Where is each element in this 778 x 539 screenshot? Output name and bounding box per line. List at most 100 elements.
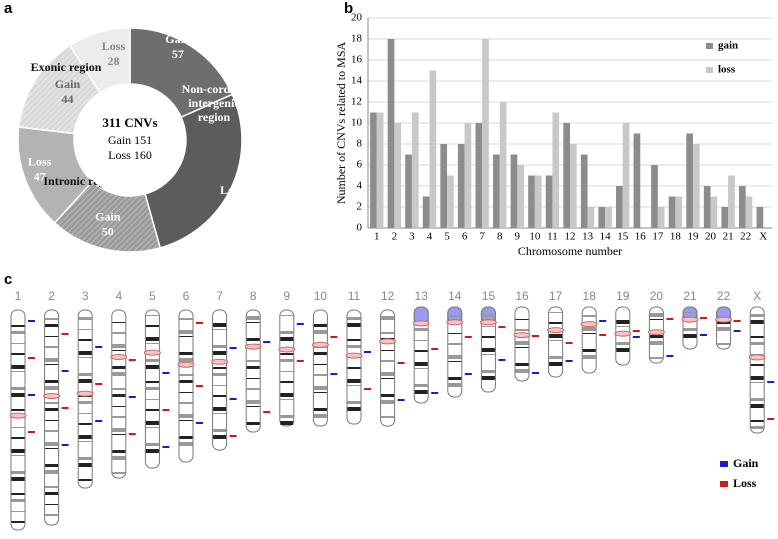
band (381, 372, 395, 376)
bar (534, 175, 542, 228)
cnv-tick (632, 330, 640, 332)
band (145, 359, 159, 362)
band (414, 328, 428, 331)
chromosome-label: 14 (448, 289, 462, 303)
band (448, 361, 462, 362)
x-tick-label: 11 (547, 231, 558, 243)
panel-label: b (344, 0, 353, 17)
chromosome (345, 309, 371, 425)
chromosome (379, 309, 405, 427)
band (549, 334, 563, 338)
band (347, 385, 361, 386)
band (750, 364, 764, 366)
cnv-tick (196, 422, 203, 424)
band (246, 378, 260, 379)
centromere (76, 390, 94, 397)
band (213, 329, 227, 330)
band (78, 401, 92, 404)
centromere (479, 319, 497, 326)
chromosome (9, 309, 35, 531)
band (78, 479, 92, 481)
band (11, 371, 25, 372)
band (112, 428, 126, 432)
band (213, 345, 227, 348)
slice-label: Loss (28, 155, 52, 169)
centromere (547, 327, 565, 334)
band (313, 330, 327, 334)
band (179, 402, 193, 404)
band (313, 364, 327, 365)
legend-swatch (706, 67, 713, 73)
centromere (580, 321, 598, 328)
band (11, 427, 25, 428)
band (750, 398, 764, 401)
band (313, 392, 327, 393)
cnv-tick (28, 394, 35, 396)
bar (721, 207, 729, 228)
band (347, 407, 361, 411)
chromosome-label: 15 (482, 289, 496, 303)
bar (703, 186, 711, 228)
cnv-tick (28, 320, 35, 322)
cnv-tick (263, 341, 271, 343)
centromere (379, 338, 397, 345)
bar (440, 144, 448, 228)
band (78, 441, 92, 442)
bar (633, 133, 641, 228)
y-tick-label: 10 (351, 117, 363, 129)
band (112, 322, 126, 323)
chromosome-label: 7 (216, 289, 223, 303)
band (448, 333, 462, 334)
x-tick-label: 18 (670, 231, 682, 243)
legend-label: gain (718, 40, 738, 52)
band (549, 356, 563, 359)
x-tick-label: 3 (409, 231, 415, 243)
chromosome (177, 309, 203, 463)
band (280, 315, 294, 316)
panel-label: a (4, 0, 13, 17)
legend-label: Loss (733, 476, 757, 490)
slice-value: 57 (172, 47, 184, 61)
slice-label: Loss (102, 39, 126, 53)
band (750, 314, 764, 317)
bar (570, 144, 577, 228)
cnv-tick (28, 357, 35, 359)
region-label: Non-cording intergenic region (182, 82, 247, 124)
chromosome-label: 8 (250, 289, 257, 303)
bar (668, 196, 676, 228)
chromosome-label: 3 (82, 289, 89, 303)
cnv-tick (162, 372, 170, 374)
chromosome-label: 18 (583, 289, 597, 303)
bar (598, 207, 606, 228)
band (448, 315, 462, 317)
bar (657, 207, 665, 228)
chromosome-label: 17 (549, 289, 563, 303)
band (481, 376, 495, 380)
chromosome-label: 12 (381, 289, 395, 303)
centromere (412, 320, 430, 327)
band (347, 339, 361, 341)
band (750, 426, 764, 429)
band (179, 414, 193, 418)
band (582, 327, 596, 331)
cnv-tick (196, 385, 203, 387)
cnv-tick (498, 359, 506, 361)
band (616, 348, 630, 352)
x-axis-label: Chromosome number (518, 244, 622, 258)
band (280, 381, 294, 383)
band (246, 338, 260, 341)
y-axis-label: Number of CNVs related to MSA (334, 42, 348, 205)
band (78, 357, 92, 358)
band (750, 342, 764, 345)
band (45, 364, 59, 365)
bar (622, 123, 630, 228)
band (78, 317, 92, 320)
cnv-tick (296, 360, 304, 362)
chromosome (715, 306, 741, 350)
band (246, 400, 260, 404)
band (381, 400, 395, 404)
cnv-tick (61, 370, 69, 372)
bar (499, 102, 507, 228)
bar (405, 154, 412, 228)
